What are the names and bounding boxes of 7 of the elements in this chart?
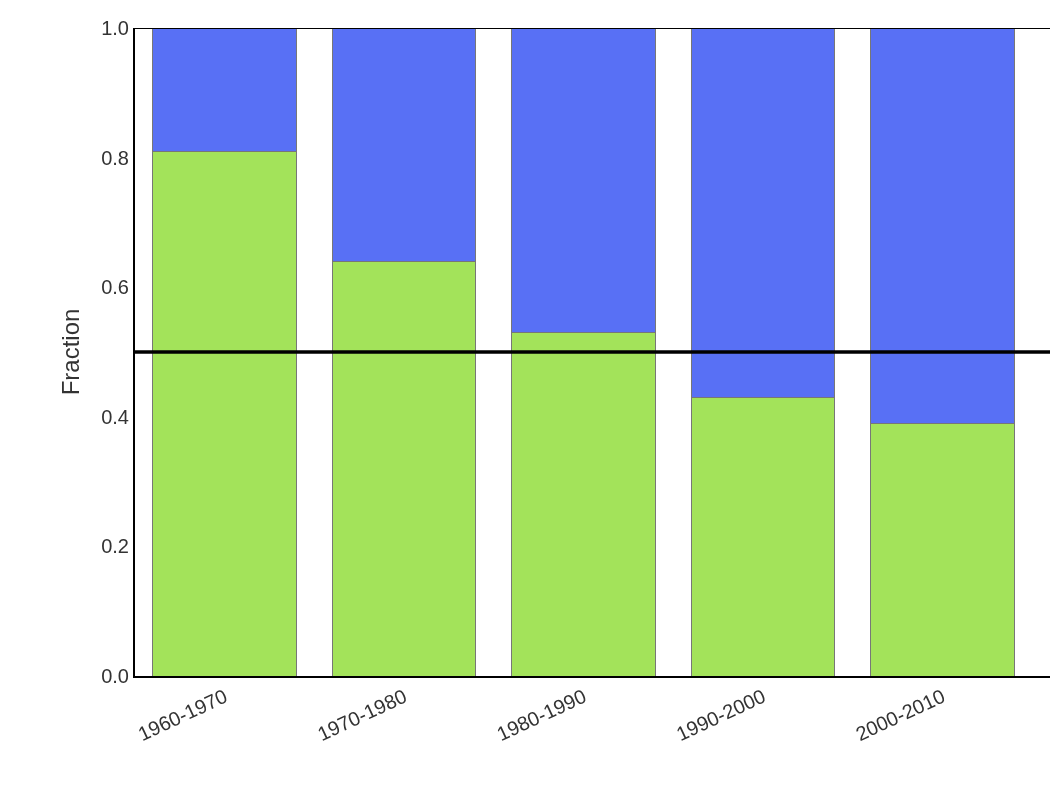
y-tick-label: 0.6 — [101, 276, 129, 299]
y-tick-label: 1.0 — [101, 17, 129, 39]
y-axis-title: Fraction — [56, 308, 84, 396]
y-tick-label: 0.0 — [101, 665, 129, 687]
y-tick-label: 0.4 — [101, 405, 129, 428]
y-tick-label: 0.8 — [101, 146, 129, 169]
y-tick-label: 0.2 — [101, 535, 129, 558]
